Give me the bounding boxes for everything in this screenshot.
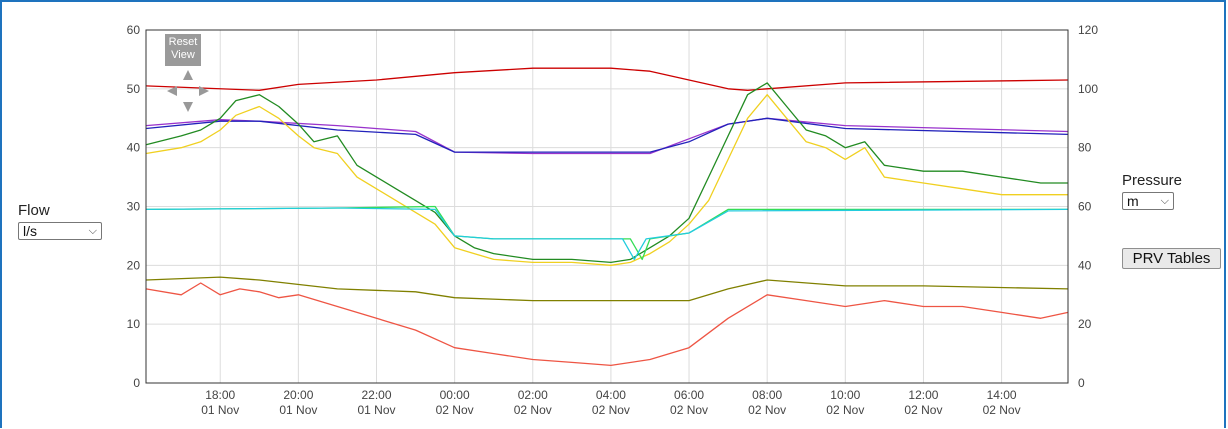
y-right-tick-label: 120	[1078, 23, 1098, 37]
x-tick-time-label: 06:00	[674, 388, 704, 402]
x-tick-date-label: 02 Nov	[670, 403, 708, 417]
grid	[146, 30, 1068, 383]
y-right-tick-label: 60	[1078, 200, 1092, 214]
x-tick-time-label: 08:00	[752, 388, 782, 402]
pressure-unit-value: m	[1127, 193, 1139, 209]
x-tick-date-label: 01 Nov	[201, 403, 239, 417]
y-left-tick-label: 30	[127, 200, 141, 214]
prv-tables-button[interactable]: PRV Tables	[1122, 248, 1221, 269]
pressure-unit-select[interactable]: m ⌵	[1122, 192, 1174, 210]
y-left-tick-label: 50	[127, 82, 141, 96]
x-tick-time-label: 00:00	[440, 388, 470, 402]
y-left-tick-label: 40	[127, 141, 141, 155]
series-lines	[146, 68, 1068, 365]
y-left-tick-label: 0	[133, 376, 140, 390]
flow-unit-value: l/s	[23, 223, 37, 239]
x-tick-time-label: 02:00	[518, 388, 548, 402]
x-tick-time-label: 14:00	[987, 388, 1017, 402]
pan-arrows-icon[interactable]	[167, 70, 209, 112]
x-tick-date-label: 02 Nov	[826, 403, 864, 417]
y-left-tick-label: 20	[127, 258, 141, 272]
series-line-6	[146, 207, 1068, 260]
series-line-1	[146, 68, 1068, 90]
x-tick-date-label: 02 Nov	[904, 403, 942, 417]
x-tick-date-label: 01 Nov	[279, 403, 317, 417]
x-tick-time-label: 18:00	[205, 388, 235, 402]
flow-label: Flow	[18, 202, 50, 219]
chevron-down-icon: ⌵	[1161, 193, 1169, 209]
y-right-tick-label: 100	[1078, 82, 1098, 96]
x-tick-time-label: 12:00	[908, 388, 938, 402]
reset-view-label-line2: View	[165, 49, 201, 62]
x-tick-date-label: 02 Nov	[514, 403, 552, 417]
x-tick-time-label: 10:00	[830, 388, 860, 402]
reset-view-label-line1: Reset	[165, 36, 201, 49]
y-right-tick-label: 40	[1078, 258, 1092, 272]
y-right-tick-label: 20	[1078, 317, 1092, 331]
x-tick-date-label: 02 Nov	[748, 403, 786, 417]
y-right-tick-label: 80	[1078, 141, 1092, 155]
pressure-label: Pressure	[1122, 172, 1182, 189]
x-tick-time-label: 22:00	[361, 388, 391, 402]
x-tick-date-label: 02 Nov	[592, 403, 630, 417]
series-line-7	[146, 208, 1068, 259]
series-line-4	[146, 83, 1068, 263]
x-tick-date-label: 02 Nov	[436, 403, 474, 417]
reset-view-button[interactable]: Reset View	[165, 34, 201, 66]
series-line-5	[146, 95, 1068, 266]
y-left-tick-label: 10	[127, 317, 141, 331]
chevron-down-icon: ⌵	[89, 223, 97, 239]
x-tick-date-label: 02 Nov	[983, 403, 1021, 417]
y-left-tick-label: 60	[127, 23, 141, 37]
x-tick-time-label: 20:00	[283, 388, 313, 402]
flow-unit-select[interactable]: l/s ⌵	[18, 222, 102, 240]
y-right-tick-label: 0	[1078, 376, 1085, 390]
x-tick-time-label: 04:00	[596, 388, 626, 402]
x-tick-date-label: 01 Nov	[357, 403, 395, 417]
